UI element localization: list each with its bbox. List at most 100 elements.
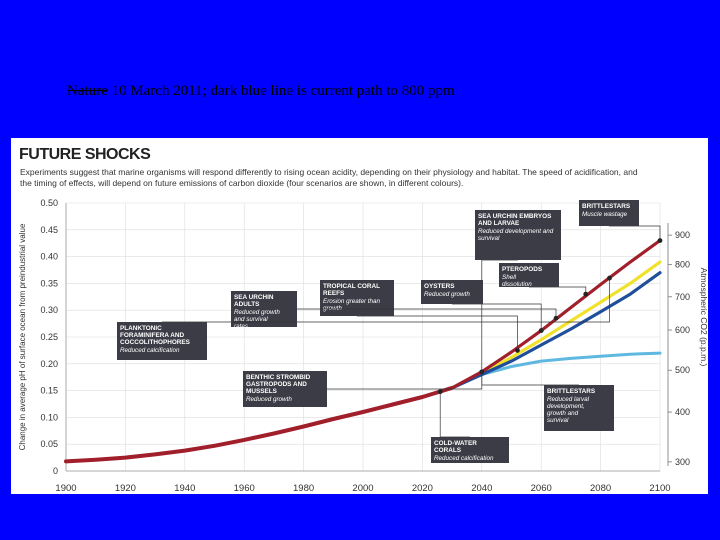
- annotation-text: Erosion greater than growth: [323, 298, 381, 312]
- y-axis-label: Change in average pH of surface ocean fr…: [18, 223, 27, 450]
- annotation-title-line: AND LARVAE: [478, 220, 520, 227]
- annotation-text: Reduced calcification: [434, 455, 494, 462]
- x-tick-label: 1900: [55, 483, 76, 494]
- annotation-title: PLANKTONIC FORAMINIFERA AND COCCOLITHOPHOR…: [120, 325, 191, 346]
- y2-tick-label: 700: [675, 292, 690, 302]
- series-line-historical: [64, 385, 455, 464]
- annotation-title-line: PTEROPODS: [502, 266, 543, 273]
- annotation-text-line: development,: [547, 403, 585, 410]
- annotation-leader: [264, 308, 557, 319]
- caption-text: 10 March 2011; dark blue line is current…: [107, 83, 455, 99]
- impact-marker: [583, 291, 589, 297]
- y-tick-label: 0.30: [40, 305, 58, 315]
- annotation-box: [544, 385, 614, 431]
- annotation-box: [243, 371, 327, 407]
- annotation-title: SEA URCHIN ADULTS: [234, 294, 274, 308]
- annotation-title-line: ADULTS: [234, 301, 260, 308]
- x-tick-label: 1940: [174, 483, 195, 494]
- annotation-text-line: Reduced growth: [234, 309, 280, 316]
- annotation-title: TROPICAL CORAL REEFS: [323, 283, 380, 297]
- y2-tick-label: 300: [675, 457, 690, 467]
- caption-source: Nature: [67, 83, 108, 99]
- annotation-text-line: survival: [478, 235, 500, 242]
- annotation-title-line: COLD-WATER: [434, 440, 477, 447]
- annotation-title-line: BRITTLESTARS: [582, 203, 631, 210]
- annotation-text-line: Reduced growth: [246, 396, 292, 403]
- annotation-text: Reduced growth: [424, 291, 470, 298]
- annotation-box: [320, 280, 394, 316]
- annotation-text-line: Erosion greater than: [323, 298, 381, 305]
- annotation-text: Reduced growth and survival rates: [234, 309, 280, 330]
- chart-title: FUTURE SHOCKS: [19, 146, 151, 163]
- y-tick-label: 0.35: [40, 278, 58, 288]
- y2-tick-label: 400: [675, 407, 690, 417]
- annotation-text-line: rates: [234, 323, 249, 330]
- annotation-leader: [162, 278, 610, 323]
- annotation-text-line: Reduced growth: [424, 291, 470, 298]
- annotation-title: SEA URCHIN EMBRYOS AND LARVAE: [478, 213, 552, 227]
- annotation-leader: [452, 303, 542, 331]
- annotation-text: Reduced larval development, growth and surv…: [547, 396, 590, 424]
- y-tick-label: 0.05: [40, 439, 58, 449]
- annotation-text-line: Reduced development and: [478, 228, 554, 235]
- annotation-title: BRITTLESTARS: [582, 203, 631, 210]
- annotation-text-line: growth and: [547, 410, 579, 417]
- annotation-text: Muscle wastage: [582, 211, 628, 218]
- annotation-text-line: dissolution: [502, 281, 532, 288]
- future-shocks-figure: 0 0.05 0.10 0.15 0.20 0.25 0.30 0.35 0.40 0.45 0.5…: [11, 138, 708, 494]
- annotation-text-line: Reduced larval: [547, 396, 590, 403]
- impact-marker: [437, 389, 443, 395]
- annotation-box: [499, 263, 559, 287]
- annotation-text-line: and survival: [234, 316, 268, 323]
- annotation-text-line: Reduced calcification: [434, 455, 494, 462]
- annotation-title-line: CORALS: [434, 447, 462, 454]
- x-tick-label: 2020: [412, 483, 433, 494]
- chart-canvas: 0 0.05 0.10 0.15 0.20 0.25 0.30 0.35 0.40 0.45 0.5…: [18, 198, 708, 494]
- annotation-title: PTEROPODS: [502, 266, 543, 273]
- annotation-text-line: Muscle wastage: [582, 211, 628, 218]
- y2-tick-label: 800: [675, 260, 690, 270]
- y2-axis-label: Atmospheric CO2 (p.p.m.): [699, 268, 708, 367]
- annotation-box: [231, 291, 297, 327]
- annotation-title-line: TROPICAL CORAL: [323, 283, 380, 290]
- annotation-text-line: survival: [547, 417, 569, 424]
- annotation-title: COLD-WATER CORALS: [434, 440, 477, 454]
- annotation-title-line: BRITTLESTARS: [547, 388, 596, 395]
- annotation-title-line: BENTHIC STROMBID: [246, 374, 311, 381]
- annotation-box: [579, 200, 639, 226]
- annotation-leader: [439, 391, 470, 438]
- x-tick-label: 2060: [531, 483, 552, 494]
- x-tick-label: 2080: [590, 483, 611, 494]
- y-tick-label: 0.45: [40, 225, 58, 235]
- annotation-title-line: REEFS: [323, 290, 345, 297]
- annotation-title-line: FORAMINIFERA AND: [120, 332, 185, 339]
- annotation-text: Reduced calcification: [120, 347, 180, 354]
- series-line-scenario-700ppm: [450, 271, 662, 390]
- y-tick-label: 0.50: [40, 198, 58, 208]
- impact-marker: [553, 315, 559, 321]
- y-tick-label: 0.25: [40, 332, 58, 342]
- annotation-box: [431, 437, 509, 463]
- annotation-title: OYSTERS: [424, 283, 455, 290]
- x-tick-label: 2100: [649, 483, 670, 494]
- annotation-title-line: MUSSELS: [246, 388, 278, 395]
- annotation-title-line: COCCOLITHOPHORES: [120, 339, 191, 346]
- annotation-title-line: PLANKTONIC: [120, 325, 162, 332]
- x-tick-label: 2040: [471, 483, 492, 494]
- annotation-title-line: GASTROPODS AND: [246, 381, 307, 388]
- annotation-text-line: Reduced calcification: [120, 347, 180, 354]
- annotation-title-line: SEA URCHIN: [234, 294, 274, 301]
- annotation-leader: [481, 371, 579, 386]
- y2-tick-label: 600: [675, 325, 690, 335]
- y2-tick-label: 500: [675, 365, 690, 375]
- annotation-leader: [529, 286, 587, 295]
- x-tick-label: 1920: [115, 483, 136, 494]
- y-tick-label: 0: [53, 466, 58, 476]
- annotation-leader: [357, 315, 518, 351]
- slide-caption: Nature 10 March 2011; dark blue line is …: [67, 83, 455, 100]
- impact-marker: [657, 238, 663, 243]
- annotation-box: [421, 280, 483, 304]
- annotation-text-line: growth: [323, 305, 342, 312]
- y-tick-label: 0.20: [40, 359, 58, 369]
- x-tick-label: 2000: [352, 483, 373, 494]
